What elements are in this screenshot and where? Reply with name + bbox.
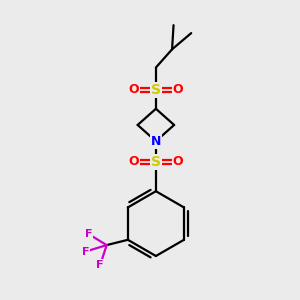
Text: F: F — [82, 247, 89, 256]
Text: O: O — [128, 155, 139, 168]
Text: O: O — [173, 155, 183, 168]
Text: O: O — [173, 83, 183, 96]
Text: O: O — [128, 83, 139, 96]
Text: F: F — [85, 229, 92, 239]
Text: S: S — [151, 82, 161, 97]
Text: F: F — [96, 260, 104, 270]
Text: S: S — [151, 155, 161, 169]
Text: N: N — [151, 135, 161, 148]
